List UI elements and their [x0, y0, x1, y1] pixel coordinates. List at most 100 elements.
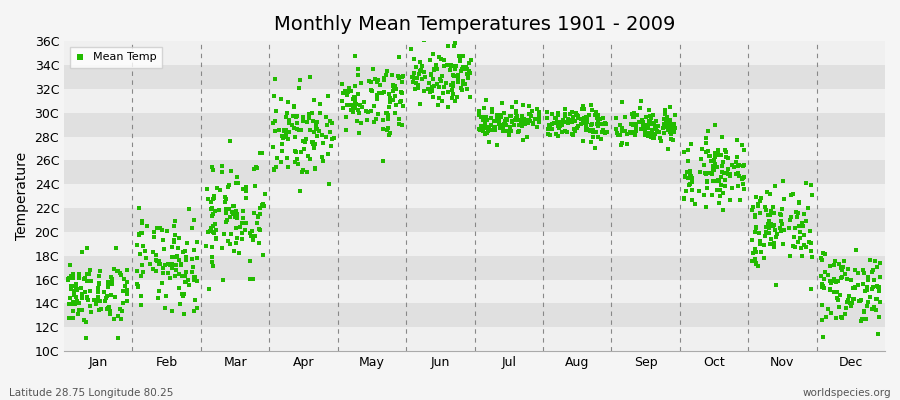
- Mean Temp: [788, 208, 803, 215]
- Mean Temp: [382, 104, 396, 110]
- Mean Temp: [381, 68, 395, 74]
- Mean Temp: [833, 292, 848, 298]
- Mean Temp: [846, 296, 860, 302]
- Mean Temp: [634, 98, 649, 104]
- Mean Temp: [707, 150, 722, 156]
- Mean Temp: [748, 256, 762, 262]
- Mean Temp: [275, 132, 290, 139]
- Mean Temp: [804, 240, 818, 246]
- Mean Temp: [840, 298, 854, 305]
- Mean Temp: [443, 29, 457, 35]
- Mean Temp: [367, 102, 382, 109]
- Mean Temp: [205, 258, 220, 265]
- Mean Temp: [280, 110, 294, 117]
- Mean Temp: [753, 210, 768, 216]
- Mean Temp: [839, 305, 853, 312]
- Mean Temp: [838, 271, 852, 278]
- Mean Temp: [276, 126, 291, 133]
- Mean Temp: [562, 110, 577, 117]
- Mean Temp: [302, 127, 317, 133]
- Mean Temp: [564, 131, 579, 137]
- Mean Temp: [485, 109, 500, 116]
- Mean Temp: [346, 106, 360, 112]
- Mean Temp: [206, 196, 220, 202]
- Mean Temp: [701, 128, 716, 134]
- Mean Temp: [583, 139, 598, 145]
- Mean Temp: [663, 120, 678, 126]
- Mean Temp: [454, 84, 468, 91]
- Mean Temp: [683, 180, 698, 187]
- Mean Temp: [411, 71, 426, 78]
- Mean Temp: [699, 149, 714, 156]
- Mean Temp: [312, 110, 327, 116]
- Mean Temp: [557, 113, 572, 119]
- Mean Temp: [848, 284, 862, 290]
- Mean Temp: [111, 335, 125, 342]
- Mean Temp: [418, 74, 432, 80]
- Mean Temp: [110, 268, 124, 274]
- Mean Temp: [752, 198, 767, 204]
- Mean Temp: [453, 56, 467, 62]
- Mean Temp: [288, 159, 302, 166]
- Mean Temp: [855, 316, 869, 322]
- Mean Temp: [495, 122, 509, 128]
- Mean Temp: [132, 205, 147, 212]
- Mean Temp: [774, 220, 788, 227]
- Mean Temp: [699, 171, 714, 177]
- Mean Temp: [589, 109, 603, 116]
- Mean Temp: [551, 112, 565, 118]
- Mean Temp: [577, 115, 591, 121]
- Mean Temp: [573, 121, 588, 127]
- Mean Temp: [298, 138, 312, 145]
- Mean Temp: [628, 129, 643, 135]
- Mean Temp: [104, 292, 119, 298]
- Mean Temp: [172, 285, 186, 291]
- Mean Temp: [407, 75, 421, 82]
- Mean Temp: [560, 118, 574, 125]
- Mean Temp: [488, 127, 502, 133]
- Mean Temp: [555, 116, 570, 123]
- Mean Temp: [92, 280, 106, 286]
- Mean Temp: [735, 181, 750, 188]
- Mean Temp: [827, 289, 842, 295]
- Mean Temp: [220, 184, 235, 191]
- Mean Temp: [269, 155, 284, 161]
- Mean Temp: [769, 234, 783, 240]
- Mean Temp: [146, 249, 160, 255]
- Mean Temp: [499, 128, 513, 134]
- Mean Temp: [844, 300, 859, 306]
- Mean Temp: [871, 284, 886, 291]
- Mean Temp: [567, 126, 581, 132]
- Mean Temp: [626, 122, 640, 128]
- Mean Temp: [320, 113, 334, 120]
- Mean Temp: [268, 76, 283, 82]
- Mean Temp: [250, 212, 265, 219]
- Mean Temp: [857, 308, 871, 315]
- Mean Temp: [761, 225, 776, 231]
- Mean Temp: [768, 226, 782, 233]
- Mean Temp: [697, 192, 711, 198]
- Mean Temp: [277, 128, 292, 134]
- Mean Temp: [458, 64, 473, 70]
- Mean Temp: [854, 297, 868, 304]
- Mean Temp: [680, 169, 694, 175]
- Mean Temp: [702, 153, 716, 159]
- Mean Temp: [656, 122, 670, 128]
- Mean Temp: [680, 146, 695, 153]
- Mean Temp: [763, 212, 778, 218]
- Mean Temp: [540, 114, 554, 121]
- Mean Temp: [152, 258, 166, 264]
- Mean Temp: [117, 276, 131, 282]
- Mean Temp: [600, 129, 615, 136]
- Mean Temp: [220, 219, 234, 225]
- Mean Temp: [61, 276, 76, 283]
- Mean Temp: [152, 288, 166, 295]
- Mean Temp: [662, 117, 676, 123]
- Mean Temp: [230, 207, 244, 214]
- Mean Temp: [296, 138, 310, 144]
- Mean Temp: [624, 121, 638, 128]
- Mean Temp: [515, 116, 529, 123]
- Mean Temp: [406, 74, 420, 80]
- Mean Temp: [710, 151, 724, 157]
- Mean Temp: [583, 128, 598, 134]
